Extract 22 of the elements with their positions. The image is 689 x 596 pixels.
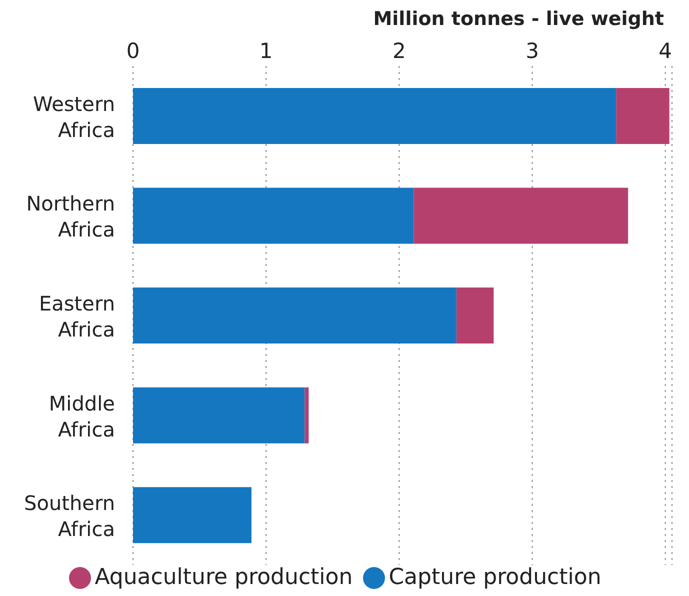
bar (133, 188, 414, 244)
bar (616, 88, 670, 144)
bar (133, 88, 616, 144)
legend-label: Aquaculture production (94, 565, 353, 590)
y-tick-label: Southern Africa (24, 491, 115, 542)
y-tick-label: Middle Africa (48, 391, 115, 442)
x-tick-label: 1 (259, 39, 273, 63)
x-tick-label: 4 (658, 39, 672, 63)
bar (414, 188, 628, 244)
x-tick-label: 0 (126, 39, 140, 63)
x-tick-label: 2 (392, 39, 406, 63)
bar (304, 387, 309, 444)
y-tick-label: Northern Africa (26, 192, 115, 242)
x-tick-label: 3 (526, 39, 539, 63)
bar (133, 288, 456, 344)
bar (456, 288, 494, 344)
bar (133, 487, 252, 544)
y-tick-label: Western Africa (32, 92, 115, 142)
y-tick-label: Eastern Africa (38, 292, 115, 342)
bar (133, 387, 305, 444)
x-axis-title: Million tonnes - live weight (372, 8, 665, 30)
legend-label: Capture production (388, 565, 602, 590)
